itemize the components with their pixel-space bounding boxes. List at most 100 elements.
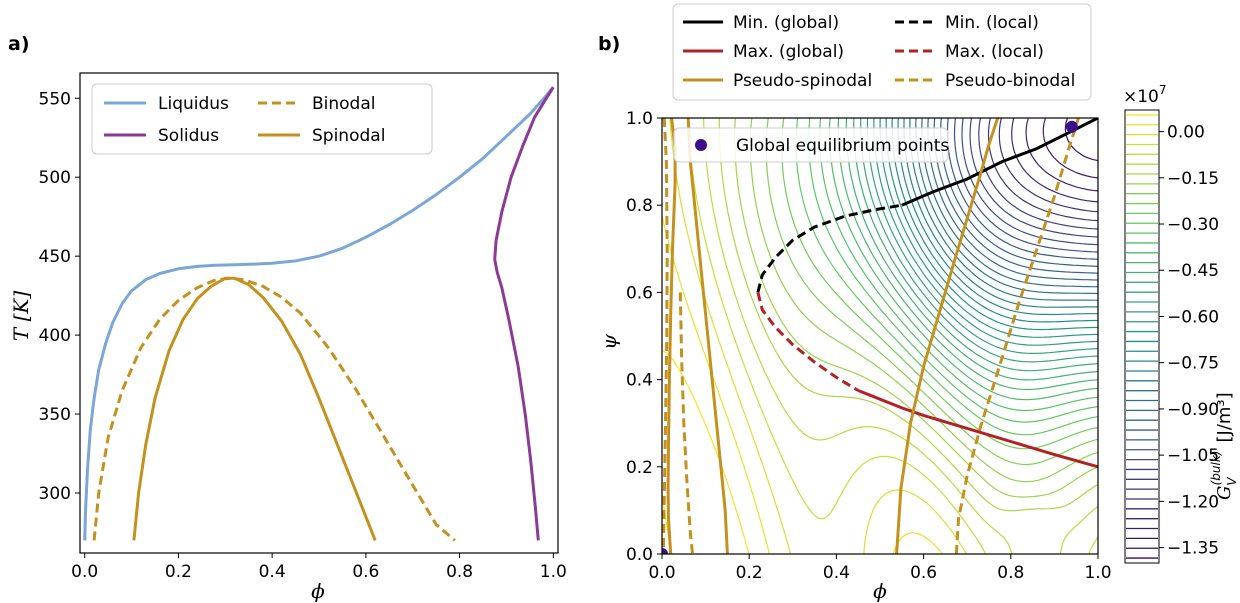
series-max-global: [857, 389, 1098, 469]
series-solidus: [493, 86, 555, 541]
contour-line: [1011, 118, 1098, 203]
colorbar-tick-label: 0.00: [1167, 123, 1205, 143]
panel-b-equilibrium-legend: Global equilibrium points: [673, 127, 949, 163]
series-binodal: [92, 276, 456, 542]
contour-line: [873, 118, 1098, 346]
panel-b-legend-box: [672, 3, 1092, 101]
x-tick-label: 0.4: [823, 563, 850, 583]
contour-line: [940, 118, 1098, 267]
legend-label-global-equilibrium-points: Global equilibrium points: [736, 136, 949, 156]
panel-b-contour-plot: [662, 118, 1098, 554]
legend-label-binodal: Binodal: [312, 94, 376, 114]
panel-a-plot-area: [83, 86, 555, 542]
x-tick-label: 0.6: [910, 563, 937, 583]
contour-line: [1042, 118, 1098, 179]
y-tick-label: 1.0: [626, 109, 653, 129]
colorbar-multiplier: ×107: [1123, 83, 1167, 107]
legend-label-pseudo-binodal: Pseudo-binodal: [945, 71, 1075, 91]
y-tick-label: 550: [39, 89, 71, 109]
colorbar-label: GV(bulk)[J/m³]: [1209, 392, 1239, 500]
contour-line: [891, 118, 1098, 323]
y-tick-label: 0.2: [626, 458, 653, 478]
x-tick-label: 0.2: [736, 563, 763, 583]
x-tick-label: 0.2: [165, 562, 192, 582]
legend-swatch-global-equilibrium-points: [695, 139, 707, 151]
series-max-local: [756, 292, 859, 392]
colorbar-tick-label: −0.75: [1167, 354, 1219, 374]
contour-line: [845, 118, 1098, 381]
colorbar-frame: [1124, 109, 1160, 564]
series-spinodal: [132, 276, 377, 541]
panel-a-ticks: 0.0 0.2 0.4 0.6 0.8 1.0 300 350 400 450 500 550: [39, 89, 567, 582]
x-tick-label: 0.4: [259, 562, 286, 582]
x-tick-label: 0.8: [446, 562, 473, 582]
series-pseudo-binodal: [662, 118, 669, 554]
contour-line: [795, 118, 1098, 436]
panel-a-ylabel: T [K]: [9, 291, 33, 341]
contour-line: [1025, 118, 1098, 192]
contour-line: [897, 118, 1098, 316]
panel-a-axes-frame: [79, 72, 559, 554]
global-equilibrium-point: [662, 548, 668, 554]
colorbar: [1124, 109, 1160, 564]
y-tick-label: 0.4: [626, 371, 653, 391]
colorbar-tick-label: −1.05: [1167, 446, 1219, 466]
x-tick-label: 0.8: [997, 563, 1024, 583]
contour-line: [829, 118, 1098, 401]
x-tick-label: 1.0: [540, 562, 567, 582]
contour-line: [837, 118, 1098, 391]
contour-line: [749, 118, 1098, 483]
colorbar-tick-label: −0.45: [1167, 261, 1219, 281]
series-pseudo-binodal: [954, 118, 1080, 554]
x-tick-label: 0.0: [71, 562, 98, 582]
contour-line: [686, 118, 1098, 554]
contour-line: [819, 118, 1098, 412]
x-tick-label: 0.6: [352, 562, 379, 582]
legend-label-min-local: Min. (local): [945, 13, 1039, 33]
contour-line: [734, 118, 1098, 498]
colorbar-tick-label: −0.90: [1167, 400, 1219, 420]
series-pseudo-spinodal: [895, 118, 1000, 554]
y-tick-label: 0.8: [626, 196, 653, 216]
legend-label-solidus: Solidus: [158, 126, 219, 146]
global-equilibrium-point: [1065, 120, 1078, 133]
legend-label-min-global: Min. (global): [733, 13, 839, 33]
colorbar-tick-label: −0.60: [1167, 307, 1219, 327]
panel-b-equilibrium-legend-box: [673, 127, 949, 163]
legend-label-spinodal: Spinodal: [312, 126, 385, 146]
panel-b-xlabel: ϕ: [873, 579, 887, 603]
colorbar-tick-label: −1.20: [1167, 492, 1219, 512]
contour-line: [969, 118, 1098, 238]
legend-label-liquidus: Liquidus: [158, 94, 229, 114]
panel-b-axes-frame: [661, 117, 1099, 555]
contour-line: [808, 118, 1098, 423]
colorbar-tick-label: −1.35: [1167, 539, 1219, 559]
colorbar-ticks: 0.00 −0.15 −0.30 −0.45 −0.60 −0.75 −0.90 −1.05 −…: [1159, 123, 1219, 559]
panel-b-ticks: 0.0 0.2 0.4 0.6 0.8 1.0 0.0 0.2 0.4 0.6 0.8 1.0: [626, 109, 1112, 583]
panel-b-ylabel: ψ: [597, 334, 621, 350]
legend-label-max-global: Max. (global): [733, 42, 844, 62]
panel-b-legend: Min. (global) Max. (global) Pseudo-spinoda…: [672, 3, 1092, 101]
y-tick-label: 300: [39, 484, 71, 504]
y-tick-label: 500: [39, 168, 71, 188]
y-tick-label: 350: [39, 405, 71, 425]
panel-a-legend: Liquidus Solidus Binodal Spinodal: [91, 83, 433, 155]
contour-line: [961, 118, 1098, 246]
y-tick-label: 400: [39, 326, 71, 346]
contour-line: [885, 118, 1098, 331]
contour-line: [879, 118, 1098, 338]
x-tick-label: 1.0: [1084, 563, 1111, 583]
colorbar-tick-label: −0.30: [1167, 215, 1219, 235]
y-tick-label: 0.0: [626, 545, 653, 565]
panel-b-label: b): [598, 33, 620, 55]
contour-line: [669, 118, 967, 554]
contour-line: [662, 349, 750, 554]
series-liquidus: [83, 86, 555, 541]
contour-line: [781, 118, 1098, 450]
panel-a-xlabel: ϕ: [311, 579, 325, 603]
x-tick-label: 0.0: [648, 563, 675, 583]
contour-line: [765, 118, 1098, 466]
series-min-global: [901, 118, 1098, 207]
y-tick-label: 0.6: [626, 283, 653, 303]
series-pseudo-binodal: [678, 292, 694, 554]
